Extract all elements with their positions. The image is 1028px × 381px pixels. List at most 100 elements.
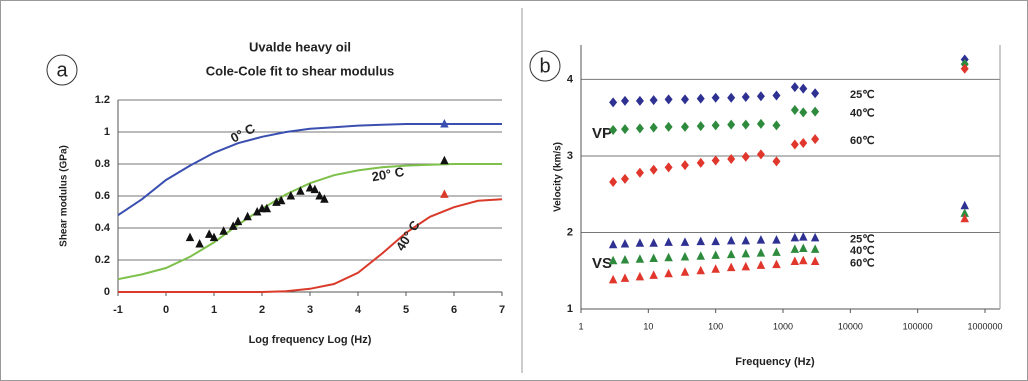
data-point: [741, 235, 751, 245]
x-tick-label: 100000: [903, 321, 933, 331]
panel-circle: [529, 50, 561, 82]
data-point: [609, 124, 618, 135]
y-tick-label: 3: [567, 150, 573, 162]
data-point: [680, 160, 689, 171]
x-tick-label: 2: [259, 304, 265, 316]
data-point: [649, 95, 658, 106]
data-point: [799, 107, 808, 118]
x-tick-label: -1: [113, 304, 123, 316]
data-point: [664, 94, 673, 105]
data-point: [696, 157, 705, 168]
data-point: [664, 237, 673, 246]
data-point: [772, 90, 781, 101]
data-point: [727, 119, 736, 130]
data-point: [608, 255, 618, 265]
y-tick-label: 0.2: [95, 254, 110, 266]
y-tick-label: 4: [567, 73, 574, 85]
y-axis-label: Shear modulus (GPa): [59, 145, 70, 247]
data-point: [772, 235, 781, 244]
data-point: [960, 200, 969, 210]
series-label: 25℃: [850, 89, 875, 101]
data-point: [811, 88, 820, 99]
data-point: [799, 83, 808, 94]
data-point: [440, 155, 449, 165]
data-point: [680, 121, 689, 132]
data-point: [262, 203, 272, 213]
x-tick-label: 6: [451, 304, 457, 316]
data-point: [799, 232, 808, 241]
data-point: [810, 232, 820, 242]
series-label: 20° C: [371, 164, 406, 185]
x-tick-label: 5: [403, 304, 409, 316]
data-point: [696, 93, 705, 104]
data-point: [772, 120, 781, 131]
data-point: [635, 123, 644, 134]
y-axis-label: Velocity (km/s): [553, 142, 564, 212]
data-point: [296, 186, 305, 195]
panel-label: b: [539, 55, 550, 77]
data-point: [799, 255, 808, 265]
data-point: [810, 256, 820, 266]
x-tick-label: 1000: [773, 321, 793, 331]
data-point: [790, 256, 800, 266]
data-point: [696, 251, 705, 260]
y-tick-label: 1: [567, 303, 573, 315]
data-point: [609, 176, 618, 187]
data-point: [799, 137, 808, 148]
data-point: [195, 239, 204, 248]
data-point: [960, 63, 969, 74]
data-point: [252, 207, 262, 216]
data-point: [185, 232, 195, 242]
data-point: [727, 154, 736, 165]
data-point: [649, 238, 658, 247]
data-point: [680, 251, 690, 261]
data-point: [635, 167, 644, 178]
data-point: [680, 237, 690, 246]
data-point: [790, 105, 799, 116]
data-point: [726, 249, 736, 259]
x-tick-label: 4: [355, 304, 362, 316]
series-label: 25℃: [850, 234, 875, 246]
x-tick-label: 10: [643, 321, 653, 331]
data-point: [799, 243, 808, 253]
data-point: [960, 208, 969, 217]
data-point: [635, 238, 645, 247]
data-point: [620, 255, 630, 264]
data-point: [620, 173, 629, 184]
data-point: [204, 229, 214, 238]
data-point: [756, 91, 765, 102]
data-point: [664, 252, 673, 262]
data-point: [320, 194, 329, 203]
y-tick-label: 2: [567, 226, 573, 238]
data-point: [696, 121, 705, 132]
x-tick-label: 0: [163, 304, 169, 316]
data-point: [276, 195, 286, 205]
data-point: [711, 236, 720, 246]
x-tick-label: 1: [211, 304, 217, 316]
data-point: [810, 244, 820, 253]
data-point: [649, 270, 658, 279]
data-line: [118, 198, 503, 293]
data-point: [608, 274, 618, 284]
data-point: [286, 191, 296, 200]
data-point: [696, 265, 705, 275]
data-point: [741, 248, 751, 258]
data-point: [680, 267, 690, 276]
data-point: [960, 213, 969, 223]
data-point: [756, 235, 766, 244]
panel-label: a: [56, 59, 68, 81]
data-point: [620, 124, 629, 135]
data-point: [741, 151, 750, 162]
panel-circle: [46, 54, 78, 86]
data-point: [233, 216, 243, 226]
data-point: [790, 232, 800, 242]
data-point: [664, 121, 673, 132]
data-point: [811, 106, 820, 117]
data-point: [620, 95, 629, 106]
data-point: [727, 92, 736, 103]
series-label: 60℃: [850, 135, 875, 147]
x-tick-label: 7: [499, 304, 505, 316]
data-point: [228, 221, 238, 230]
data-point: [790, 82, 799, 93]
data-point: [649, 164, 658, 175]
